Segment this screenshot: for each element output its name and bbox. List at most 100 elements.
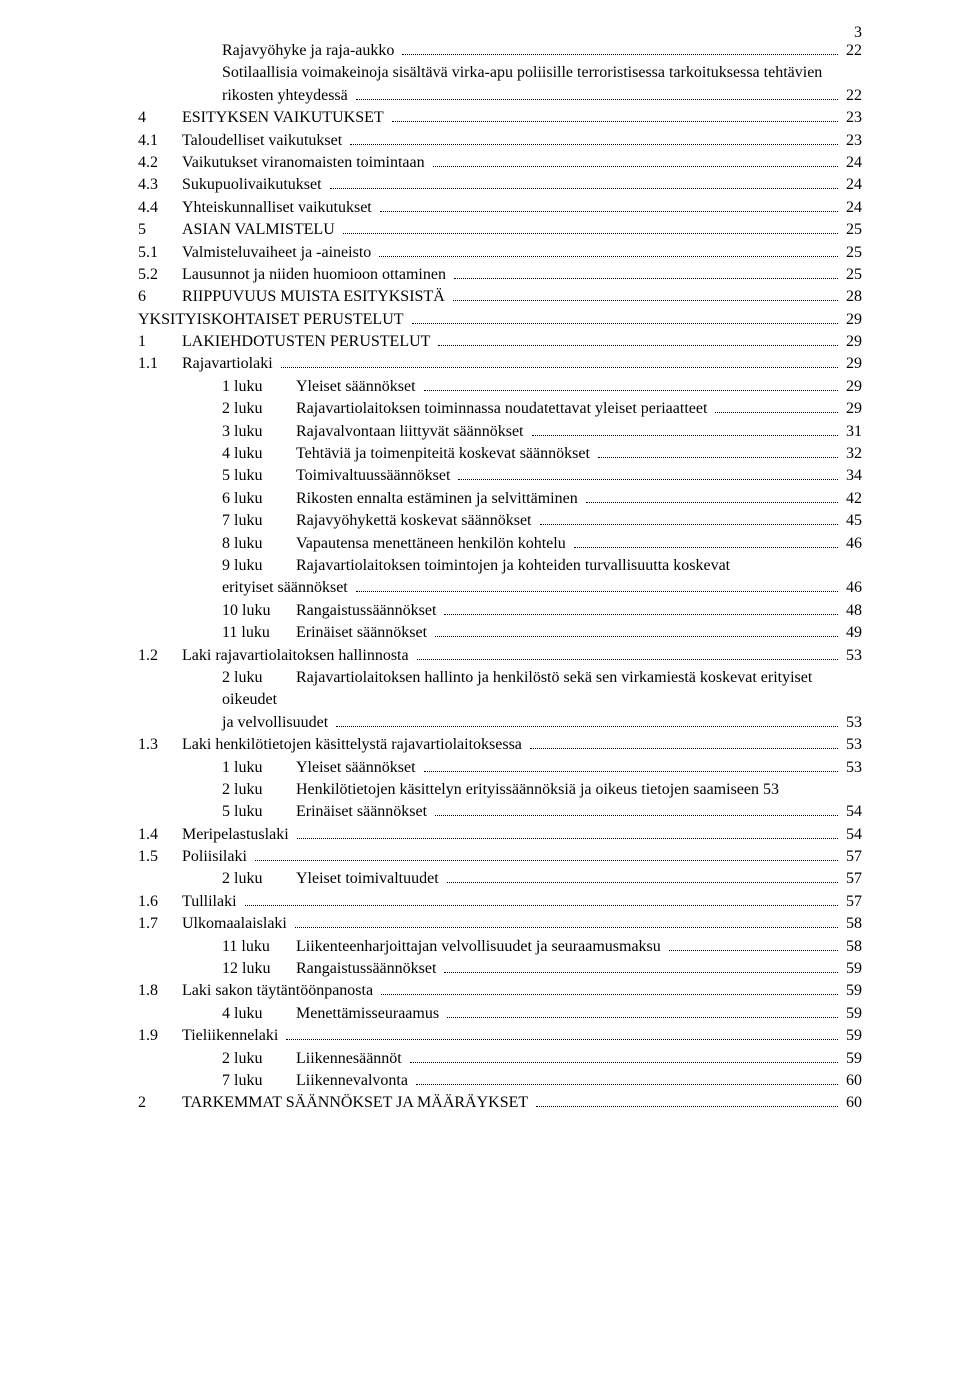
- toc-entry: 6 lukuRikosten ennalta estäminen ja selv…: [138, 488, 862, 510]
- toc-entry-title: Ulkomaalaislaki: [182, 915, 287, 932]
- toc-entry-number: 2: [138, 1092, 182, 1114]
- toc-entry-number: 1.7: [138, 913, 182, 935]
- toc-entry-label: 3 lukuRajavalvontaan liittyvät säännökse…: [222, 421, 528, 443]
- toc-entry-number: 7 luku: [222, 510, 296, 532]
- toc-dots: [350, 144, 838, 145]
- toc-entry-label: 4.2Vaikutukset viranomaisten toimintaan: [138, 152, 429, 174]
- toc-dots: [330, 188, 838, 189]
- toc-dots: [410, 1062, 838, 1063]
- toc-entry-title: Liikenteenharjoittajan velvollisuudet ja…: [296, 938, 661, 955]
- toc-entry-label: Rajavyöhyke ja raja-aukko: [222, 40, 398, 62]
- toc-entry-wrapped: 9 lukuRajavartiolaitoksen toimintojen ja…: [138, 555, 862, 577]
- toc-entry-page: 59: [842, 1048, 862, 1070]
- toc-entry-title: Toimivaltuussäännökset: [296, 467, 450, 484]
- toc-entry-number: 1.4: [138, 824, 182, 846]
- toc-entry-number: 2 luku: [222, 1048, 296, 1070]
- toc-entry-number: 2 luku: [222, 398, 296, 420]
- toc-entry-page: 29: [842, 398, 862, 420]
- toc-entry-label: 6RIIPPUVUUS MUISTA ESITYKSISTÄ: [138, 286, 449, 308]
- toc-dots: [297, 838, 838, 839]
- toc-entry: 12 lukuRangaistussäännökset59: [138, 958, 862, 980]
- toc-entry: 4.1Taloudelliset vaikutukset23: [138, 130, 862, 152]
- toc-entry-title-tail: erityiset säännökset: [222, 577, 352, 599]
- toc-entry: 1LAKIEHDOTUSTEN PERUSTELUT29: [138, 331, 862, 353]
- toc-entry-label: 2 lukuLiikennesäännöt: [222, 1048, 406, 1070]
- toc-entry-page: 22: [842, 85, 862, 107]
- toc-entry-number: 11 luku: [222, 622, 296, 644]
- toc-entry: 2 lukuLiikennesäännöt 59: [138, 1048, 862, 1070]
- toc-dots: [295, 927, 838, 928]
- toc-entry-page: 34: [842, 465, 862, 487]
- toc-entry-label: 1.5Poliisilaki: [138, 846, 251, 868]
- toc-entry-title: Liikennesäännöt: [296, 1050, 402, 1067]
- toc-dots: [453, 300, 838, 301]
- toc-entry-page: 24: [842, 174, 862, 196]
- toc-entry-label: 2 lukuYleiset toimivaltuudet: [222, 868, 443, 890]
- toc-entry: 4.3Sukupuolivaikutukset 24: [138, 174, 862, 196]
- toc-entry-title: Rangaistussäännökset: [296, 602, 436, 619]
- toc-dots: [356, 99, 838, 100]
- toc-dots: [598, 457, 838, 458]
- toc-entry-title-tail: ja velvollisuudet: [222, 712, 332, 734]
- toc-entry-title: Henkilötietojen käsittelyn erityissäännö…: [296, 781, 779, 798]
- toc-dots: [435, 815, 838, 816]
- toc-entry-page: 59: [842, 1025, 862, 1047]
- toc-entry-title: Rangaistussäännökset: [296, 960, 436, 977]
- toc-entry-label: 1.9Tieliikennelaki: [138, 1025, 282, 1047]
- toc-entry-page: 46: [842, 577, 862, 599]
- toc-entry-number: 10 luku: [222, 600, 296, 622]
- toc-entry-page: 22: [842, 40, 862, 62]
- toc-entry-number: 6: [138, 286, 182, 308]
- toc-entry: 7 lukuLiikennevalvonta60: [138, 1070, 862, 1092]
- document-page: 3 Rajavyöhyke ja raja-aukko 22Sotilaallis…: [0, 0, 960, 1387]
- toc-entry-number: 2 luku: [222, 779, 296, 801]
- toc-entry-page: 57: [842, 868, 862, 890]
- toc-entry-title: Sukupuolivaikutukset: [182, 176, 322, 193]
- toc-entry-title-head: Rajavartiolaitoksen toimintojen ja kohte…: [296, 557, 730, 574]
- toc-entry-page: 49: [842, 622, 862, 644]
- toc-entry-label: 1.8Laki sakon täytäntöönpanosta: [138, 980, 377, 1002]
- toc-entry-number: 4: [138, 107, 182, 129]
- toc-entry-page: 48: [842, 600, 862, 622]
- toc-entry-title: Liikennevalvonta: [296, 1072, 408, 1089]
- toc-entry: 8 lukuVapautensa menettäneen henkilön ko…: [138, 533, 862, 555]
- toc-entry-label: 1.2Laki rajavartiolaitoksen hallinnosta: [138, 645, 413, 667]
- toc-entry-title: Laki henkilötietojen käsittelystä rajava…: [182, 736, 522, 753]
- toc-entry-title: Yleiset säännökset: [296, 759, 416, 776]
- toc-entry: Rajavyöhyke ja raja-aukko 22: [138, 40, 862, 62]
- toc-entry-number: 1 luku: [222, 376, 296, 398]
- toc-entry-title: Poliisilaki: [182, 848, 247, 865]
- toc-entry-title: Vaikutukset viranomaisten toimintaan: [182, 154, 425, 171]
- toc-entry-number: 4.2: [138, 152, 182, 174]
- toc-entry-wrapped: Sotilaallisia voimakeinoja sisältävä vir…: [138, 62, 862, 84]
- toc-entry-number: 4 luku: [222, 1003, 296, 1025]
- toc-entry: 4.4Yhteiskunnalliset vaikutukset24: [138, 197, 862, 219]
- toc-entry: 2 lukuYleiset toimivaltuudet 57: [138, 868, 862, 890]
- toc-entry: 4ESITYKSEN VAIKUTUKSET23: [138, 107, 862, 129]
- toc-entry-title: Erinäiset säännökset: [296, 803, 427, 820]
- toc-entry-label: 4ESITYKSEN VAIKUTUKSET: [138, 107, 388, 129]
- toc-entry-page: 59: [842, 958, 862, 980]
- toc-entry-title: Yhteiskunnalliset vaikutukset: [182, 199, 372, 216]
- toc-entry-page: 29: [842, 353, 862, 375]
- toc-entry-title: Erinäiset säännökset: [296, 624, 427, 641]
- toc-entry-page: 58: [842, 936, 862, 958]
- toc-entry: 1.8Laki sakon täytäntöönpanosta59: [138, 980, 862, 1002]
- page-number: 3: [854, 24, 862, 42]
- toc-entry-label: 7 lukuLiikennevalvonta: [222, 1070, 412, 1092]
- toc-entry-page: 25: [842, 219, 862, 241]
- toc-entry-label: 4.4Yhteiskunnalliset vaikutukset: [138, 197, 376, 219]
- toc-entry-label: 4.3Sukupuolivaikutukset: [138, 174, 326, 196]
- toc-dots: [416, 1084, 838, 1085]
- toc-dots: [454, 278, 838, 279]
- toc-entry-title: ASIAN VALMISTELU: [182, 221, 335, 238]
- toc-entry-page: 58: [842, 913, 862, 935]
- toc-entry-title: TARKEMMAT SÄÄNNÖKSET JA MÄÄRÄYKSET: [182, 1094, 528, 1111]
- toc-entry-title: Rajavalvontaan liittyvät säännökset: [296, 423, 524, 440]
- toc-entry-number: 1.5: [138, 846, 182, 868]
- toc-entry-label: 2TARKEMMAT SÄÄNNÖKSET JA MÄÄRÄYKSET: [138, 1092, 532, 1114]
- toc-entry-title: Taloudelliset vaikutukset: [182, 132, 342, 149]
- toc-entry: 1.2Laki rajavartiolaitoksen hallinnosta5…: [138, 645, 862, 667]
- toc-dots: [392, 121, 838, 122]
- toc-entry-number: 6 luku: [222, 488, 296, 510]
